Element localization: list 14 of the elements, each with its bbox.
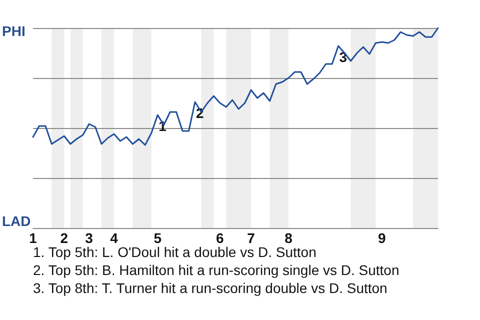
x-tick-label: 5 — [154, 230, 162, 246]
x-tick-label: 2 — [60, 230, 68, 246]
text: LAD — [2, 213, 31, 229]
text: 3. Top 8th: T. Turner hit a run-scoring double vs D. Sutton — [33, 280, 388, 296]
x-tick-label: 3 — [85, 230, 94, 246]
text: PHI — [2, 23, 26, 39]
x-tick-label: 8 — [284, 230, 293, 246]
text: 1. Top 5th: L. O'Doul hit a double vs D. Sutton — [33, 244, 316, 260]
x-tick-label: 9 — [378, 230, 386, 246]
x-tick-label: 1 — [29, 230, 38, 246]
text: 2. Top 5th: B. Hamilton hit a run-scoring single vs D. Sutton — [33, 262, 400, 278]
x-tick-label: 6 — [216, 230, 224, 246]
x-tick-label: 7 — [247, 230, 256, 246]
x-tick-label: 4 — [110, 230, 118, 246]
